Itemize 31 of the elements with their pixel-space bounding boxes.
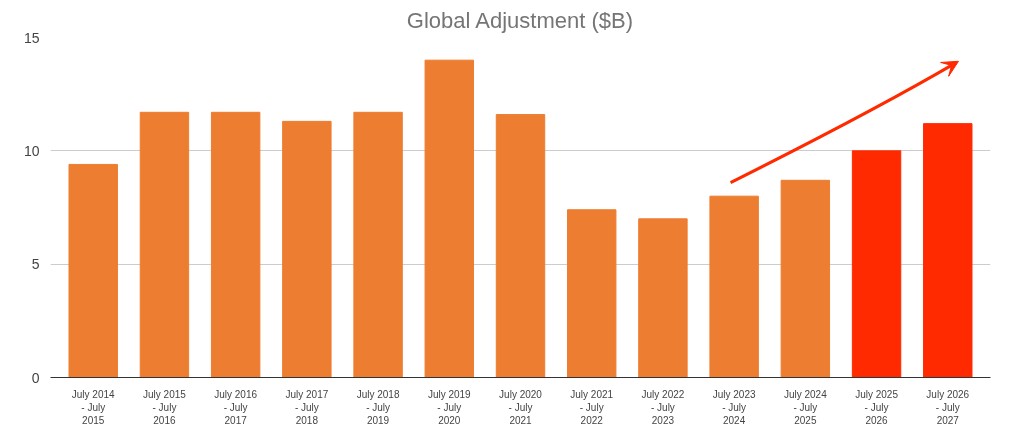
bar	[495, 114, 546, 378]
bar	[709, 195, 759, 378]
x-tick-label: July 2026 - July 2027	[926, 388, 970, 426]
y-tick-label: 5	[31, 256, 40, 273]
x-tick-label: July 2019 - July 2020	[427, 388, 472, 426]
bar	[567, 209, 617, 378]
x-tick-label: July 2022 - July 2023	[641, 388, 685, 426]
bar	[923, 123, 973, 378]
x-tick-label: July 2020 - July 2021	[499, 388, 543, 426]
bar	[424, 59, 474, 378]
x-tick-label: July 2018 - July 2019	[356, 388, 400, 426]
y-tick-label: 0	[31, 369, 40, 386]
x-tick-label: July 2025 - July 2026	[855, 388, 899, 426]
x-tick-label: July 2024 - July 2025	[783, 388, 828, 426]
x-tick-label: July 2015 - July 2016	[143, 388, 187, 426]
bar	[210, 111, 261, 378]
bar	[780, 179, 831, 378]
x-tick-label: July 2023 - July 2024	[712, 388, 756, 426]
bar	[68, 163, 118, 378]
chart-title: Global Adjustment ($B)	[406, 7, 634, 33]
x-tick-label: July 2016 - July 2017	[214, 388, 258, 426]
x-tick-label: July 2014 - July 2015	[71, 388, 116, 426]
x-tick-label: July 2017 - July 2018	[285, 388, 329, 426]
bar	[851, 150, 902, 378]
x-tick-label: July 2021 - July 2022	[570, 388, 614, 426]
y-tick-label: 10	[23, 142, 40, 159]
bar	[282, 120, 332, 378]
bar	[638, 218, 688, 378]
bar	[353, 111, 403, 378]
y-tick-label: 15	[23, 29, 40, 46]
bar	[139, 111, 190, 378]
